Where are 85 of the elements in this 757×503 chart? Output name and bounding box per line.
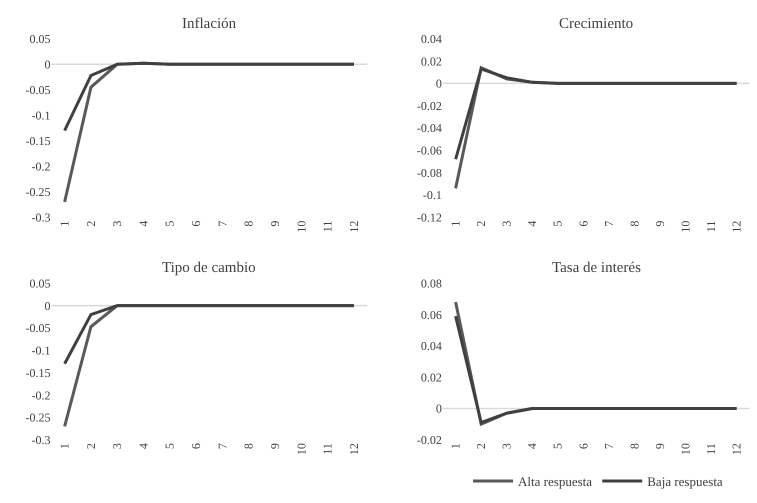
y-tick-label: 0.08 xyxy=(420,276,442,290)
x-tick-label: 4 xyxy=(525,220,540,227)
y-tick-label: -0.2 xyxy=(31,388,50,402)
x-tick-label: 7 xyxy=(215,220,230,227)
x-tick-label: 6 xyxy=(576,220,590,227)
x-tick-label: 2 xyxy=(474,443,488,450)
x-tick-label: 10 xyxy=(678,220,692,233)
y-tick-label: 0 xyxy=(436,402,442,416)
y-tick-label: -0.25 xyxy=(25,410,50,425)
y-tick-label: -0.06 xyxy=(416,144,442,158)
y-tick-label: -0.3 xyxy=(31,210,50,224)
x-tick-label: 1 xyxy=(58,220,72,227)
y-tick-label: 0.04 xyxy=(420,32,442,46)
y-tick-label: 0.05 xyxy=(29,276,50,290)
x-tick-label: 5 xyxy=(550,220,565,227)
x-tick-label: 11 xyxy=(704,220,718,232)
x-tick-label: 4 xyxy=(525,443,540,450)
y-tick-label: -0.05 xyxy=(25,82,50,97)
legend-label: Baja respuesta xyxy=(647,474,723,490)
x-tick-label: 12 xyxy=(346,220,361,233)
x-tick-label: 11 xyxy=(704,443,718,455)
y-tick-label: 0 xyxy=(44,298,50,313)
x-tick-label: 7 xyxy=(215,443,230,450)
x-tick-label: 4 xyxy=(136,443,150,450)
x-tick-label: 10 xyxy=(294,443,308,456)
y-tick-label: 0.02 xyxy=(420,370,442,384)
x-tick-label: 1 xyxy=(448,443,463,450)
x-tick-label: 7 xyxy=(602,220,616,227)
x-tick-label: 9 xyxy=(652,220,667,227)
x-tick-label: 6 xyxy=(189,220,204,227)
x-tick-label: 8 xyxy=(627,443,642,450)
y-tick-label: -0.1 xyxy=(31,108,50,122)
x-tick-label: 8 xyxy=(242,443,256,450)
x-tick-label: 9 xyxy=(268,443,282,450)
x-tick-label: 10 xyxy=(678,443,692,456)
x-tick-label: 11 xyxy=(320,443,335,455)
x-tick-label: 12 xyxy=(346,443,361,456)
y-tick-label: 0 xyxy=(436,76,442,91)
x-tick-label: 2 xyxy=(84,220,98,227)
x-tick-label: 3 xyxy=(110,220,124,227)
y-tick-label: -0.04 xyxy=(416,121,442,136)
x-tick-label: 6 xyxy=(576,443,590,450)
x-tick-label: 9 xyxy=(268,220,282,227)
y-tick-label: -0.15 xyxy=(25,366,50,380)
x-tick-label: 1 xyxy=(58,443,72,450)
y-tick-label: -0.25 xyxy=(25,184,50,199)
x-tick-label: 3 xyxy=(500,443,514,450)
x-tick-label: 3 xyxy=(500,220,514,227)
x-tick-label: 11 xyxy=(320,220,335,232)
x-tick-label: 1 xyxy=(448,220,463,227)
y-tick-label: 0 xyxy=(44,57,50,72)
x-tick-label: 2 xyxy=(84,443,98,450)
x-tick-label: 10 xyxy=(294,220,308,233)
y-tick-label: -0.02 xyxy=(416,432,442,447)
x-tick-label: 8 xyxy=(242,220,256,227)
y-tick-label: -0.02 xyxy=(416,98,442,113)
x-tick-label: 6 xyxy=(189,443,204,450)
x-tick-label: 12 xyxy=(730,443,744,456)
y-tick-label: -0.05 xyxy=(25,321,50,336)
x-tick-label: 8 xyxy=(627,220,642,227)
y-tick-label: -0.2 xyxy=(31,159,50,174)
x-tick-label: 4 xyxy=(136,220,150,227)
x-tick-label: 2 xyxy=(474,220,488,227)
x-tick-label: 5 xyxy=(162,220,177,227)
y-tick-label: -0.15 xyxy=(25,134,50,148)
chart-title: Tipo de cambio xyxy=(162,260,256,276)
y-tick-label: 0.02 xyxy=(420,54,442,68)
legend-label: Alta respuesta xyxy=(518,474,592,490)
y-tick-label: -0.08 xyxy=(416,166,442,180)
chart-title: Inflación xyxy=(182,16,237,32)
y-tick-label: -0.1 xyxy=(422,188,442,202)
y-tick-label: 0.06 xyxy=(420,308,442,322)
chart-title: Crecimiento xyxy=(559,16,634,32)
y-tick-label: -0.12 xyxy=(416,210,442,224)
y-tick-label: 0.05 xyxy=(29,32,50,46)
y-tick-label: -0.3 xyxy=(31,432,50,447)
x-tick-label: 9 xyxy=(652,443,667,450)
chart-title: Tasa de interés xyxy=(552,260,642,276)
x-tick-label: 5 xyxy=(162,443,177,450)
x-tick-label: 3 xyxy=(110,443,124,450)
x-tick-label: 12 xyxy=(730,220,744,233)
y-tick-label: -0.1 xyxy=(31,344,50,358)
y-tick-label: 0.04 xyxy=(420,339,442,354)
x-tick-label: 7 xyxy=(602,443,616,450)
x-tick-label: 5 xyxy=(550,443,565,450)
